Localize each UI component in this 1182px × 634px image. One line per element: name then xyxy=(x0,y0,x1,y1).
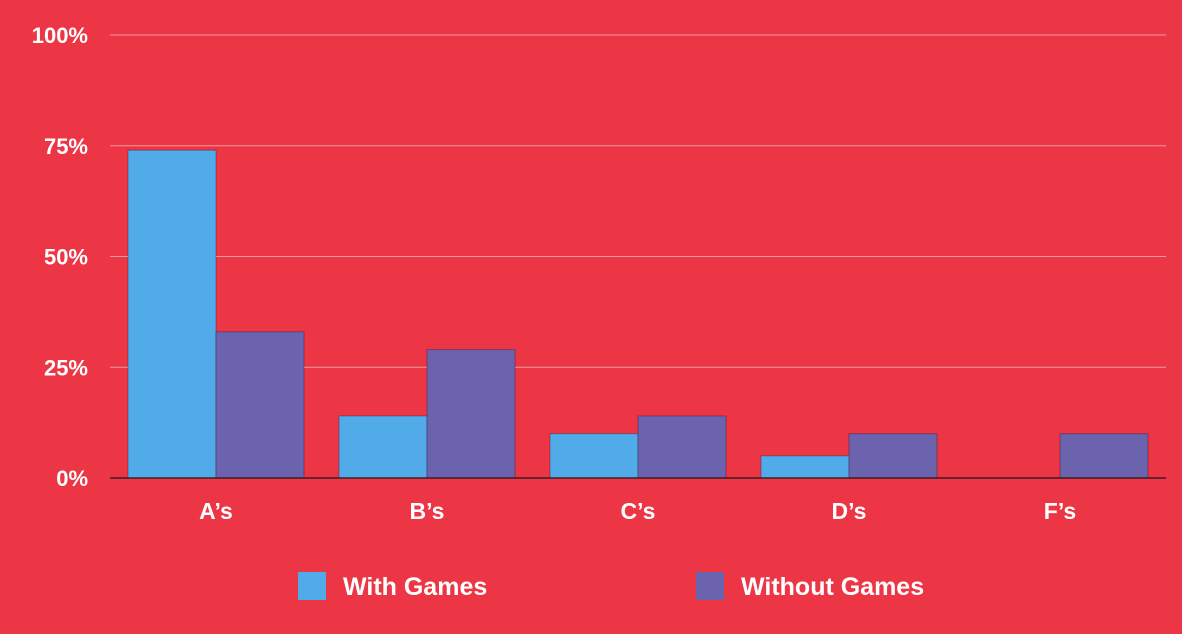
category-label: C’s xyxy=(621,498,656,524)
bar-without-games xyxy=(1059,433,1149,479)
bar-with-games xyxy=(549,433,639,479)
y-tick-label: 75% xyxy=(44,134,88,159)
legend-swatch xyxy=(696,572,724,600)
legend-swatch xyxy=(298,572,326,600)
y-tick-label: 25% xyxy=(44,355,88,380)
bar-without-games xyxy=(637,415,727,479)
legend-label: With Games xyxy=(343,573,487,601)
bar-without-games xyxy=(426,349,516,479)
bar-without-games xyxy=(848,433,938,479)
category-label: F’s xyxy=(1044,498,1076,524)
bar-with-games xyxy=(338,415,428,479)
gridlines xyxy=(110,34,1166,368)
legend-label: Without Games xyxy=(741,573,924,601)
x-axis-category-labels: A’s B’s C’s D’s F’s xyxy=(199,498,1076,524)
category-label: B’s xyxy=(410,498,445,524)
bar-with-games xyxy=(127,149,217,479)
y-tick-label: 100% xyxy=(32,23,88,48)
bar-without-games xyxy=(215,331,305,479)
category-label: D’s xyxy=(832,498,867,524)
bar-with-games xyxy=(760,455,850,479)
bars xyxy=(127,149,1149,479)
y-tick-label: 0% xyxy=(56,466,88,491)
y-axis-tick-labels: 100% 75% 50% 25% 0% xyxy=(32,23,88,491)
legend: With Games Without Games xyxy=(298,572,924,601)
legend-item-without-games: Without Games xyxy=(696,572,924,601)
legend-item-with-games: With Games xyxy=(298,572,487,601)
category-label: A’s xyxy=(199,498,233,524)
y-tick-label: 50% xyxy=(44,245,88,270)
